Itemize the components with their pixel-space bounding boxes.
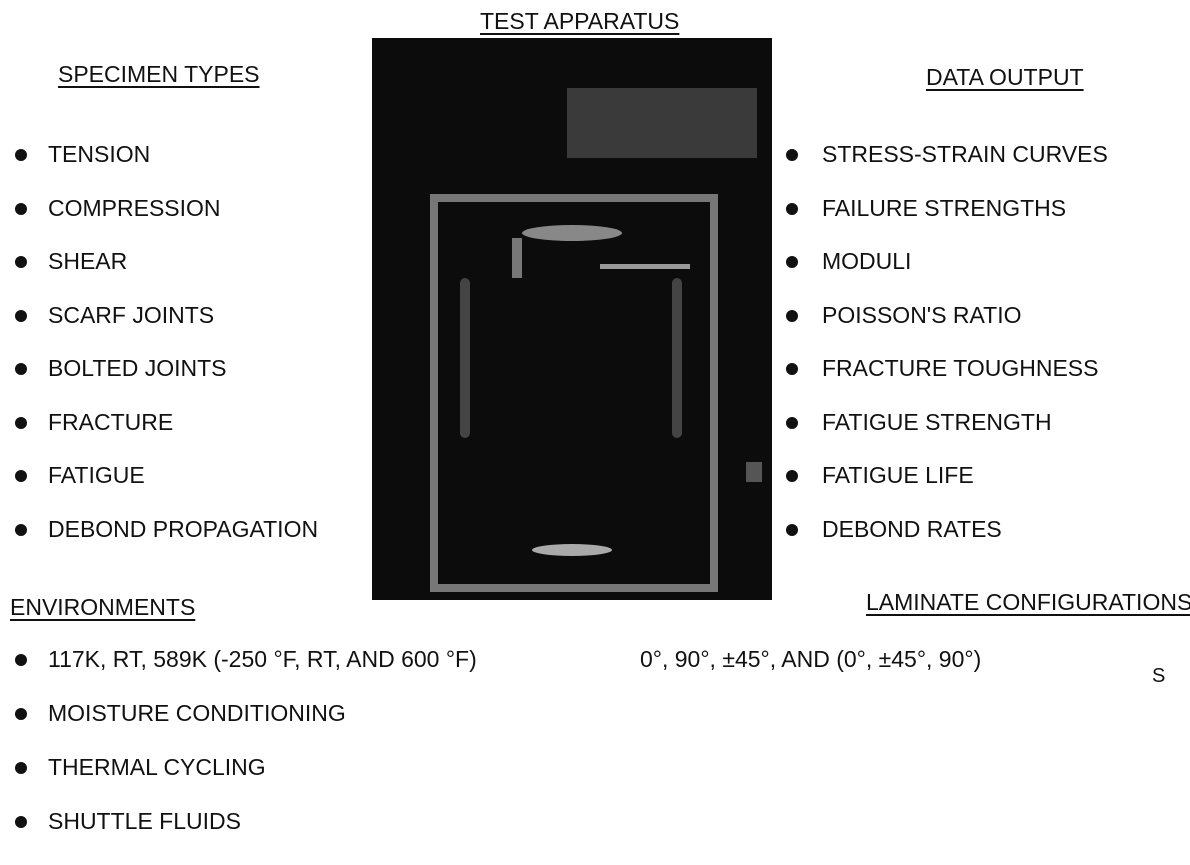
bullet [15,202,27,215]
list-item: STRESS-STRAIN CURVES [822,141,1108,167]
list-item: DEBOND PROPAGATION [48,515,319,542]
bullet [15,363,27,375]
bullet [786,202,798,215]
bullet [786,416,798,429]
bullet [15,256,27,268]
title: TEST APPARATUS [480,8,680,34]
list-item: FATIGUE LIFE [822,462,974,488]
list-item: FATIGUE [48,462,145,488]
bullet [786,470,798,482]
section-heading: LAMINATE CONFIGURATIONS [866,589,1190,615]
bullet [15,149,27,161]
bullet [15,654,27,666]
list-item: SHUTTLE FLUIDS [48,808,241,834]
bullet [786,309,798,322]
list-item: MOISTURE CONDITIONING [48,700,346,726]
laminate-subscript: S [1152,665,1166,687]
section-heading: DATA OUTPUT [926,64,1084,90]
bullet [15,309,27,322]
list-item: MODULI [822,248,912,274]
section-heading: ENVIRONMENTS [10,594,196,620]
list-item: THERMAL CYCLING [48,754,266,780]
list-item: POISSON'S RATIO [822,301,1022,328]
list-item: COMPRESSION [48,194,221,221]
bullet [15,762,27,774]
list-item: FATIGUE STRENGTH [822,408,1052,435]
list-item: SCARF JOINTS [48,301,215,328]
bullet [15,816,27,828]
list-item: DEBOND RATES [822,515,1002,542]
list-item: FAILURE STRENGTHS [822,194,1067,221]
bullet [15,416,27,429]
laminate-text: 0°, 90°, ±45°, AND (0°, ±45°, 90°) [640,646,982,672]
list-item: FRACTURE TOUGHNESS [822,355,1099,381]
apparatus-photo [372,38,772,600]
list-item: TENSION [48,141,151,167]
list-item: 117K, RT, 589K (-250 °F, RT, AND 600 °F) [48,646,477,672]
bullet [786,363,798,375]
bullet [786,149,798,161]
bullet [786,256,798,268]
list-item: BOLTED JOINTS [48,355,227,381]
list-item: SHEAR [48,248,128,274]
bullet [15,523,27,536]
bullet [15,708,27,720]
bullet [15,470,27,482]
section-heading: SPECIMEN TYPES [58,61,260,87]
bullet [786,523,798,536]
list-item: FRACTURE [48,408,174,435]
